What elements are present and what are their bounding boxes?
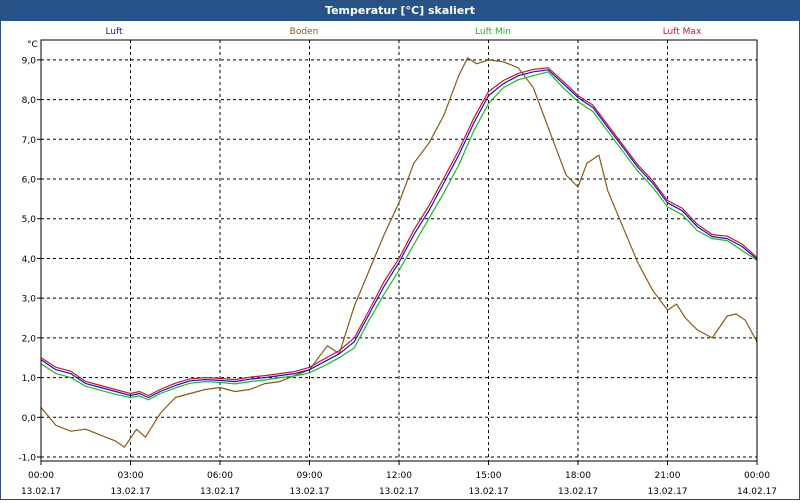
y-tick-label: 1,0 [22,374,37,384]
x-tick-date: 14.02.17 [737,487,777,497]
legend-luft: Luft [105,27,123,37]
x-tick-time: 18:00 [565,471,591,481]
y-tick-label: 3,0 [22,295,37,305]
y-tick-label: 0,0 [22,414,37,424]
series-line-luft-min [40,71,758,401]
y-tick-label: -1,0 [18,454,36,464]
legend: Luft Boden Luft Min Luft Max [105,27,702,37]
y-tick-label: 6,0 [22,176,37,186]
x-tick-date: 13.02.17 [200,487,240,497]
x-tick-time: 09:00 [297,471,323,481]
legend-boden: Boden [290,27,319,37]
y-tick-label: 2,0 [22,334,37,344]
x-tick-time: 06:00 [207,471,233,481]
y-tick-label: 5,0 [22,215,37,225]
y-axis-unit: °C [27,40,38,50]
grid [41,40,757,461]
x-tick-time: 12:00 [386,471,412,481]
series-lines [40,57,758,448]
x-tick-date: 13.02.17 [21,487,61,497]
temperature-chart: -1,0 0,0 1,0 2,0 3,0 4,0 5,0 6,0 7,0 8,0 9,0 °C 00:0… [18,27,777,497]
legend-luft-min: Luft Min [475,27,511,37]
y-tick-label: 8,0 [22,96,37,106]
y-tick-label: 4,0 [22,255,37,265]
x-tick-date: 13.02.17 [289,487,329,497]
window-title: Temperatur [°C] skaliert [1,1,799,21]
series-line-luft-max [40,67,758,397]
x-tick-time: 00:00 [28,471,54,481]
x-tick-date: 13.02.17 [379,487,419,497]
axes: -1,0 0,0 1,0 2,0 3,0 4,0 5,0 6,0 7,0 8,0 9,0 °C 00:0… [18,40,777,497]
series-line-boden [40,57,758,448]
x-tick-time: 03:00 [118,471,144,481]
chart-area: -1,0 0,0 1,0 2,0 3,0 4,0 5,0 6,0 7,0 8,0 9,0 °C 00:0… [1,21,799,499]
x-tick-date: 13.02.17 [110,487,150,497]
x-tick-date: 13.02.17 [647,487,687,497]
x-tick-date: 13.02.17 [558,487,598,497]
x-tick-time: 21:00 [655,471,681,481]
x-tick-time: 15:00 [476,471,502,481]
legend-luft-max: Luft Max [663,27,702,37]
x-tick-date: 13.02.17 [468,487,508,497]
x-tick-time: 00:00 [744,471,770,481]
y-tick-label: 7,0 [22,136,37,146]
y-tick-label: 9,0 [22,56,37,66]
series-line-luft [40,69,758,399]
